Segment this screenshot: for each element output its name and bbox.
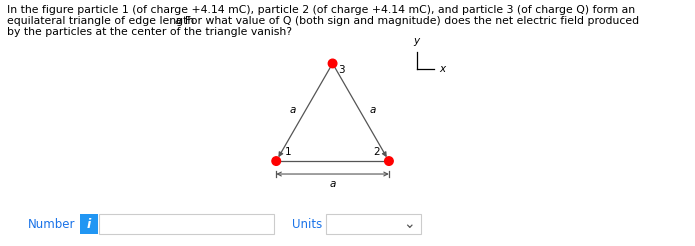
FancyBboxPatch shape <box>80 214 98 234</box>
Circle shape <box>384 157 393 165</box>
Text: . For what value of Q (both sign and magnitude) does the net electric field prod: . For what value of Q (both sign and mag… <box>178 16 639 26</box>
Text: In the figure particle 1 (of charge +4.14 mC), particle 2 (of charge +4.14 mC), : In the figure particle 1 (of charge +4.1… <box>7 5 635 15</box>
Circle shape <box>328 59 337 68</box>
Text: Units: Units <box>292 217 322 231</box>
Text: 1: 1 <box>285 147 292 156</box>
Text: 3: 3 <box>338 65 345 75</box>
Text: i: i <box>87 217 91 231</box>
FancyBboxPatch shape <box>99 214 274 234</box>
Text: $y$: $y$ <box>413 36 421 48</box>
Text: ⌄: ⌄ <box>403 217 415 231</box>
Text: a: a <box>174 16 181 26</box>
Text: $a$: $a$ <box>289 105 297 115</box>
Text: 2: 2 <box>373 147 380 156</box>
Text: Number: Number <box>28 217 76 231</box>
FancyBboxPatch shape <box>326 214 421 234</box>
Text: by the particles at the center of the triangle vanish?: by the particles at the center of the tr… <box>7 27 292 37</box>
Text: equilateral triangle of edge length: equilateral triangle of edge length <box>7 16 197 26</box>
Text: $x$: $x$ <box>439 64 447 74</box>
Text: $a$: $a$ <box>368 105 376 115</box>
Text: $a$: $a$ <box>329 179 336 188</box>
Circle shape <box>272 157 281 165</box>
